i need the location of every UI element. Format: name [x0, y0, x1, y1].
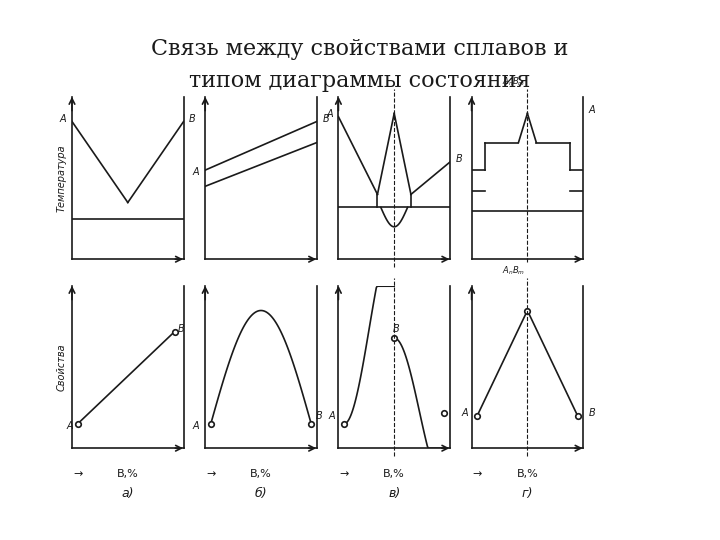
Text: типом диаграммы состояния: типом диаграммы состояния [189, 70, 531, 92]
Text: б): б) [255, 487, 267, 500]
Text: B: B [189, 113, 196, 124]
Text: A: A [193, 167, 199, 177]
Text: →: → [206, 469, 215, 480]
Text: в): в) [388, 487, 400, 500]
Text: В,%: В,% [117, 469, 139, 480]
Text: A: A [193, 421, 199, 431]
Text: →: → [73, 469, 82, 480]
Text: В,%: В,% [516, 469, 539, 480]
Text: Связь между свойствами сплавов и: Связь между свойствами сплавов и [151, 38, 569, 60]
Text: A: A [328, 411, 335, 421]
Text: B: B [178, 323, 185, 334]
Text: В,%: В,% [383, 469, 405, 480]
Text: A: A [60, 113, 66, 124]
Text: Температура: Температура [56, 144, 66, 212]
Text: A: A [589, 105, 595, 116]
Text: →: → [339, 469, 348, 480]
Text: В,%: В,% [250, 469, 272, 480]
Text: B: B [456, 154, 462, 164]
Text: A: A [326, 109, 333, 119]
Text: A: A [66, 421, 73, 431]
Text: Свойства: Свойства [56, 343, 66, 391]
Text: A: A [462, 408, 468, 418]
Text: B: B [393, 323, 400, 334]
Text: а): а) [122, 487, 134, 500]
Text: г): г) [522, 487, 533, 500]
Text: $A_nB_m$: $A_nB_m$ [503, 264, 526, 276]
Text: B: B [315, 411, 323, 421]
Text: B: B [589, 408, 595, 418]
Text: →: → [472, 469, 482, 480]
Text: B: B [323, 113, 329, 124]
Text: $A_nB_m$: $A_nB_m$ [503, 75, 526, 87]
